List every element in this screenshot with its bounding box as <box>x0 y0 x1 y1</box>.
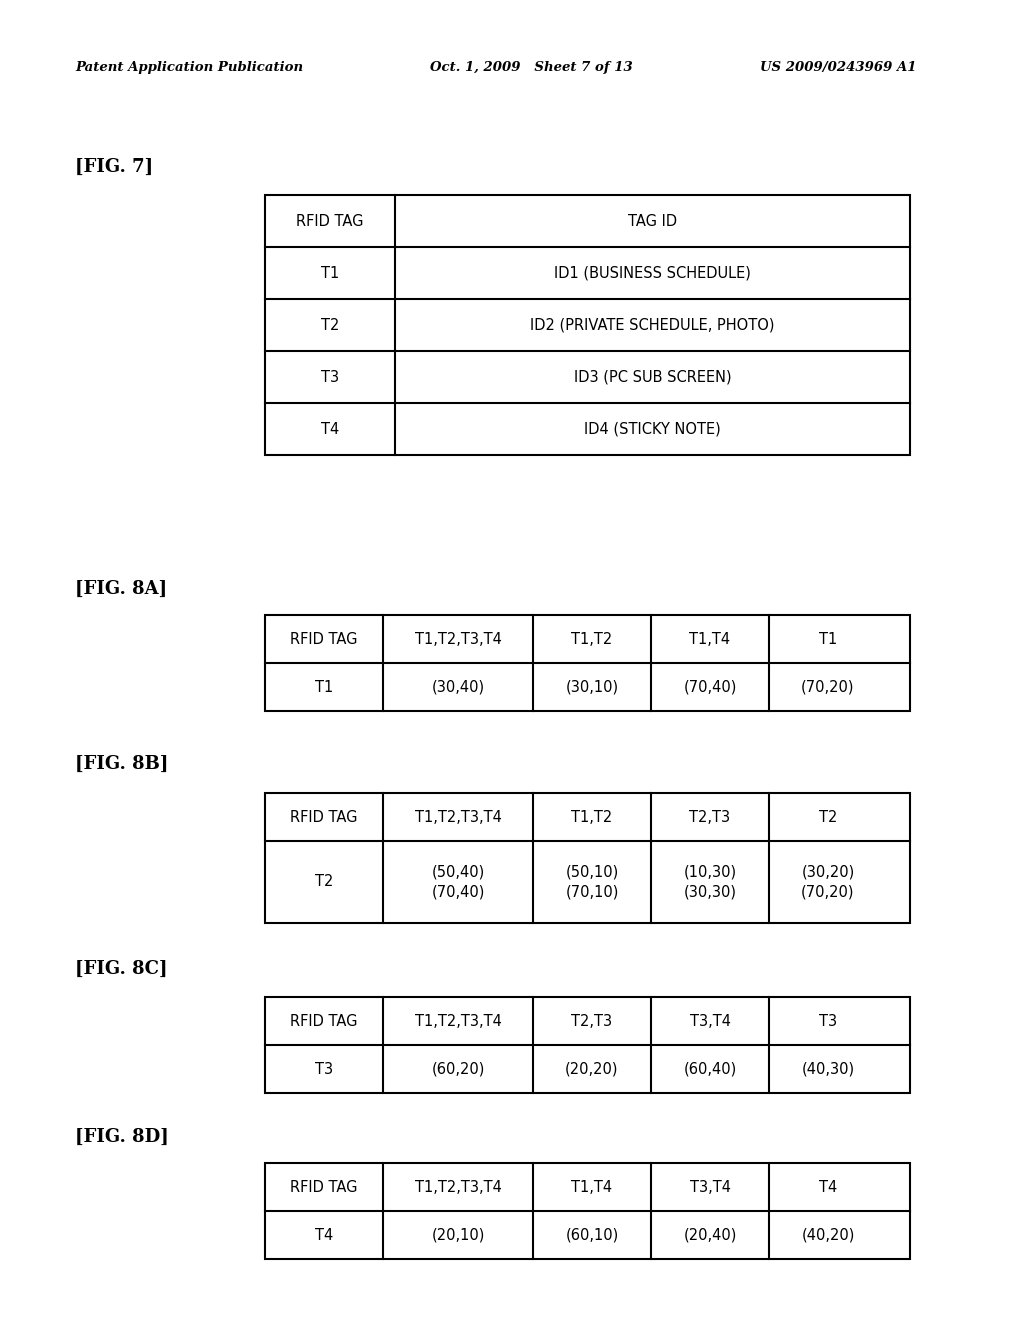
Text: (60,40): (60,40) <box>683 1061 736 1077</box>
Text: T1,T2,T3,T4: T1,T2,T3,T4 <box>415 809 502 825</box>
Text: T3: T3 <box>819 1014 837 1028</box>
Text: (40,20): (40,20) <box>802 1228 855 1242</box>
Text: T1: T1 <box>314 680 333 694</box>
Text: T2: T2 <box>314 874 333 890</box>
Text: T1: T1 <box>321 265 339 281</box>
Text: T3,T4: T3,T4 <box>689 1180 730 1195</box>
Text: T2: T2 <box>321 318 339 333</box>
Text: [FIG. 8D]: [FIG. 8D] <box>75 1129 169 1146</box>
Bar <box>265 615 910 711</box>
Text: (20,20): (20,20) <box>565 1061 618 1077</box>
Text: [FIG. 8A]: [FIG. 8A] <box>75 579 167 598</box>
Text: T3: T3 <box>321 370 339 384</box>
Text: T1,T2,T3,T4: T1,T2,T3,T4 <box>415 1014 502 1028</box>
Text: (50,40)
(70,40): (50,40) (70,40) <box>431 865 484 899</box>
Text: (20,40): (20,40) <box>683 1228 736 1242</box>
Text: ID2 (PRIVATE SCHEDULE, PHOTO): ID2 (PRIVATE SCHEDULE, PHOTO) <box>530 318 775 333</box>
Text: (30,10): (30,10) <box>565 680 618 694</box>
Text: RFID TAG: RFID TAG <box>290 1014 357 1028</box>
Bar <box>265 195 910 455</box>
Text: ID1 (BUSINESS SCHEDULE): ID1 (BUSINESS SCHEDULE) <box>554 265 751 281</box>
Text: (40,30): (40,30) <box>802 1061 855 1077</box>
Text: T1,T2: T1,T2 <box>571 631 612 647</box>
Text: ID4 (STICKY NOTE): ID4 (STICKY NOTE) <box>584 421 721 437</box>
Text: T3: T3 <box>315 1061 333 1077</box>
Text: Oct. 1, 2009   Sheet 7 of 13: Oct. 1, 2009 Sheet 7 of 13 <box>430 62 633 74</box>
Text: T1,T2,T3,T4: T1,T2,T3,T4 <box>415 631 502 647</box>
Text: (60,10): (60,10) <box>565 1228 618 1242</box>
Text: T3,T4: T3,T4 <box>689 1014 730 1028</box>
Text: TAG ID: TAG ID <box>628 214 677 228</box>
Bar <box>265 997 910 1093</box>
Text: [FIG. 8B]: [FIG. 8B] <box>75 755 168 774</box>
Text: ID3 (PC SUB SCREEN): ID3 (PC SUB SCREEN) <box>573 370 731 384</box>
Text: T2: T2 <box>819 809 838 825</box>
Text: (10,30)
(30,30): (10,30) (30,30) <box>683 865 736 899</box>
Text: T4: T4 <box>321 421 339 437</box>
Text: (30,20)
(70,20): (30,20) (70,20) <box>801 865 855 899</box>
Text: RFID TAG: RFID TAG <box>296 214 364 228</box>
Text: (20,10): (20,10) <box>431 1228 484 1242</box>
Text: T2,T3: T2,T3 <box>689 809 730 825</box>
Text: (50,10)
(70,10): (50,10) (70,10) <box>565 865 618 899</box>
Text: RFID TAG: RFID TAG <box>290 1180 357 1195</box>
Text: T1,T4: T1,T4 <box>571 1180 612 1195</box>
Text: Patent Application Publication: Patent Application Publication <box>75 62 303 74</box>
Text: (70,40): (70,40) <box>683 680 736 694</box>
Bar <box>265 793 910 923</box>
Text: [FIG. 7]: [FIG. 7] <box>75 158 154 176</box>
Text: T1,T2,T3,T4: T1,T2,T3,T4 <box>415 1180 502 1195</box>
Text: T1,T2: T1,T2 <box>571 809 612 825</box>
Text: RFID TAG: RFID TAG <box>290 809 357 825</box>
Text: (70,20): (70,20) <box>801 680 855 694</box>
Text: T4: T4 <box>314 1228 333 1242</box>
Text: (30,40): (30,40) <box>431 680 484 694</box>
Text: US 2009/0243969 A1: US 2009/0243969 A1 <box>760 62 916 74</box>
Text: T4: T4 <box>819 1180 838 1195</box>
Text: RFID TAG: RFID TAG <box>290 631 357 647</box>
Text: T1,T4: T1,T4 <box>689 631 730 647</box>
Bar <box>265 1163 910 1259</box>
Text: [FIG. 8C]: [FIG. 8C] <box>75 960 168 978</box>
Text: (60,20): (60,20) <box>431 1061 484 1077</box>
Text: T1: T1 <box>819 631 838 647</box>
Text: T2,T3: T2,T3 <box>571 1014 612 1028</box>
